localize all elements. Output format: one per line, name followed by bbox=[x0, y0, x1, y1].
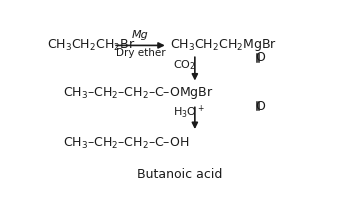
Text: CH$_3$CH$_2$CH$_2$Br: CH$_3$CH$_2$CH$_2$Br bbox=[47, 38, 135, 53]
Text: O: O bbox=[255, 100, 265, 113]
Text: H$_3$O$^+$: H$_3$O$^+$ bbox=[173, 104, 205, 121]
Text: O: O bbox=[255, 51, 265, 64]
Text: Mg: Mg bbox=[132, 30, 149, 40]
Text: CH$_3$CH$_2$CH$_2$MgBr: CH$_3$CH$_2$CH$_2$MgBr bbox=[170, 37, 277, 53]
Text: Butanoic acid: Butanoic acid bbox=[137, 168, 223, 181]
Text: CO$_2$: CO$_2$ bbox=[173, 58, 196, 72]
Text: Dry ether: Dry ether bbox=[115, 48, 165, 58]
Text: CH$_3$–CH$_2$–CH$_2$–C–OMgBr: CH$_3$–CH$_2$–CH$_2$–C–OMgBr bbox=[63, 85, 213, 101]
Text: CH$_3$–CH$_2$–CH$_2$–C–OH: CH$_3$–CH$_2$–CH$_2$–C–OH bbox=[63, 136, 189, 151]
